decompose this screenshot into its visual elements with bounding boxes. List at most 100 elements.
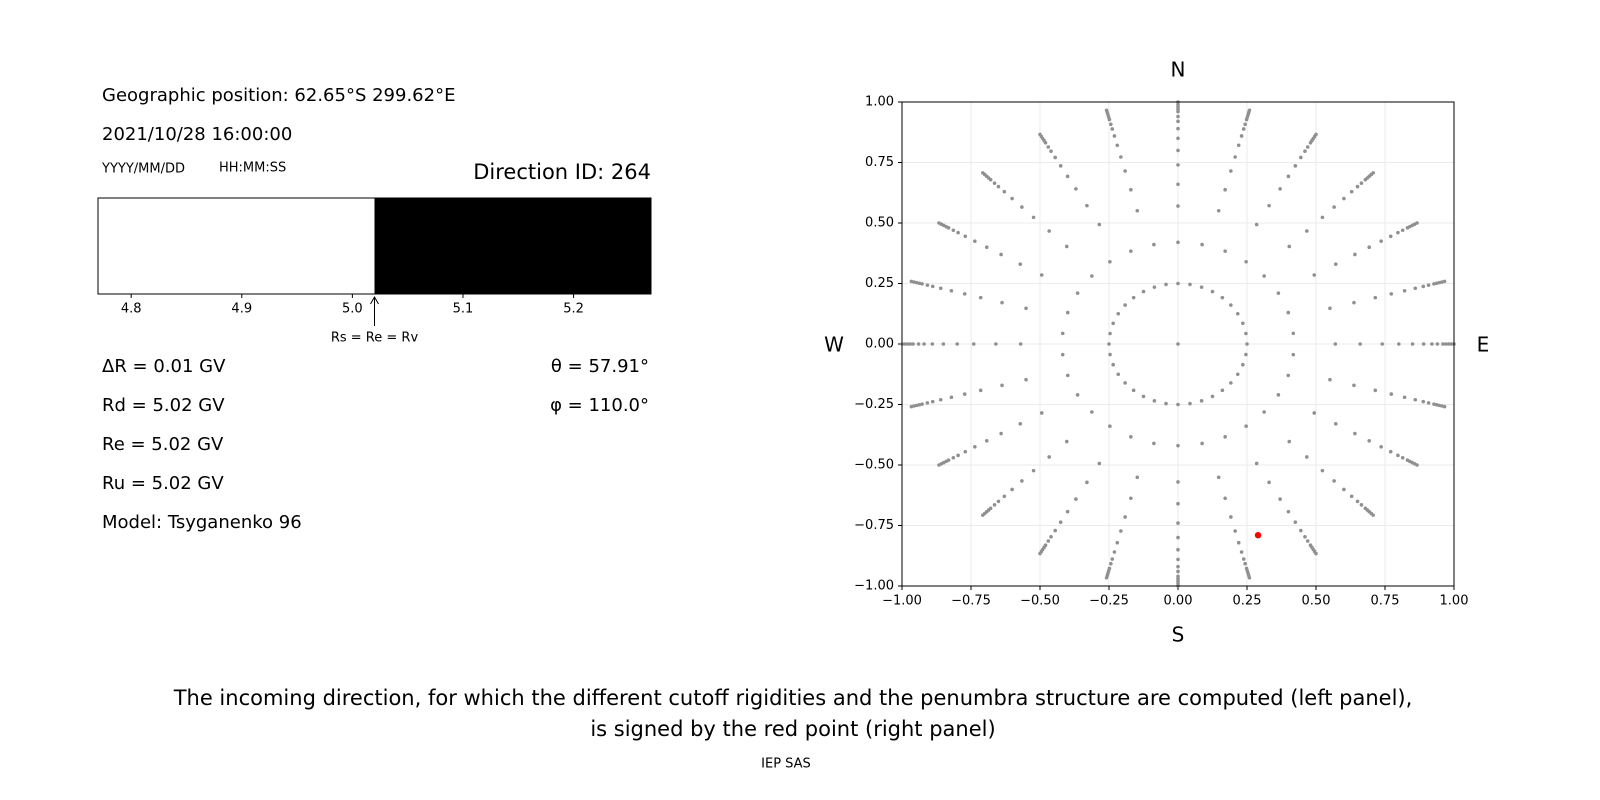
direction-point (1267, 480, 1271, 485)
direction-point (1199, 399, 1204, 403)
caption: is signed by the red point (right panel) (590, 717, 995, 741)
direction-point (1244, 259, 1248, 264)
direction-point (1367, 245, 1372, 249)
direction-point (1236, 540, 1241, 545)
direction-point (1349, 494, 1354, 499)
direction-point (1058, 164, 1063, 168)
position: Geographic position: 62.65°S 299.62°E (102, 85, 455, 106)
direction-point (1131, 388, 1136, 393)
direction-point (1109, 561, 1113, 566)
angle-line: φ = 110.0° (550, 395, 649, 416)
direction-point (1216, 475, 1221, 480)
direction-point (1244, 352, 1248, 357)
axes-frame (901, 101, 1455, 587)
direction-point (1442, 279, 1447, 284)
direction-point (1243, 122, 1247, 127)
footer: IEP SAS (761, 757, 811, 772)
direction-point (1400, 228, 1405, 233)
direction-point (1247, 575, 1252, 580)
direction-point (1358, 342, 1362, 346)
direction-point (1065, 373, 1070, 378)
direction-point (963, 234, 968, 239)
direction-point (1413, 397, 1418, 402)
direction-point (1413, 286, 1418, 291)
direction-point (1123, 169, 1127, 173)
info-line: Ru = 5.02 GV (102, 473, 224, 494)
direction-point (1020, 479, 1024, 483)
direction-point (1176, 114, 1180, 119)
direction-point (1053, 155, 1057, 160)
direction-point (1229, 515, 1233, 519)
x-tick-label: 4.8 (121, 302, 142, 317)
direction-point (1112, 550, 1117, 554)
y-tick-label: −0.50 (854, 458, 894, 473)
x-tick-label: 0.75 (1371, 594, 1400, 609)
direction-point (1373, 388, 1378, 393)
direction-point (1108, 352, 1112, 357)
direction-point (1286, 174, 1291, 179)
direction-point (1328, 377, 1332, 382)
info-line: ΔR = 0.01 GV (102, 356, 226, 377)
direction-point (1200, 441, 1204, 446)
direction-point (1085, 480, 1089, 485)
direction-point (1286, 373, 1291, 378)
direction-point (1176, 480, 1180, 484)
direction-point (1396, 453, 1400, 458)
direction-point (1278, 497, 1282, 501)
direction-point (956, 230, 960, 235)
x-tick-label: 0.25 (1233, 594, 1262, 609)
direction-point (1389, 292, 1394, 296)
direction-point (1332, 205, 1336, 209)
direction-point (1287, 439, 1292, 444)
direction-point (1152, 285, 1157, 289)
direction-point (938, 286, 943, 291)
direction-point (1176, 342, 1180, 346)
direction-point (1421, 284, 1426, 289)
direction-point (1371, 171, 1375, 175)
penumbra-region (374, 198, 651, 294)
direction-point (1074, 187, 1078, 191)
direction-point (956, 453, 960, 458)
direction-point (981, 171, 985, 175)
direction-point (951, 228, 956, 233)
direction-point (1415, 221, 1419, 225)
direction-point (930, 399, 935, 404)
direction-point (978, 388, 983, 393)
direction-point (1038, 551, 1042, 556)
direction-point (1287, 244, 1292, 249)
direction-point (1104, 108, 1109, 113)
direction-point (902, 342, 907, 346)
y-tick-label: 0.50 (865, 216, 894, 231)
direction-point (1176, 163, 1180, 167)
direction-point (1164, 282, 1168, 287)
direction-point (1262, 274, 1266, 278)
direction-point (1107, 342, 1111, 346)
direction-point (971, 342, 976, 346)
direction-point (1020, 205, 1024, 209)
x-tick-label: 5.0 (342, 302, 363, 317)
direction-point (1245, 342, 1249, 346)
direction-point (1176, 557, 1180, 562)
direction-point (1141, 289, 1146, 294)
direction-point (1233, 529, 1237, 533)
direction-point (1075, 291, 1080, 295)
direction-point (1235, 372, 1240, 377)
direction-point (1064, 439, 1069, 444)
direction-point (1108, 331, 1112, 336)
direction-point (1314, 132, 1318, 137)
direction-point (1123, 303, 1127, 307)
direction-point (922, 342, 926, 346)
direction-point (1176, 443, 1180, 448)
direction-point (1388, 234, 1393, 239)
direction-point (1018, 342, 1023, 346)
direction-point (1262, 410, 1266, 414)
direction-point (1039, 273, 1044, 277)
direction-point (916, 342, 921, 346)
direction-point (1129, 187, 1133, 192)
direction-point (1220, 388, 1225, 393)
y-tick-label: 0.00 (865, 337, 894, 352)
direction-point (1000, 300, 1004, 305)
direction-point (1111, 321, 1115, 326)
compass-label: N (1171, 58, 1186, 82)
direction-point (1276, 393, 1281, 397)
